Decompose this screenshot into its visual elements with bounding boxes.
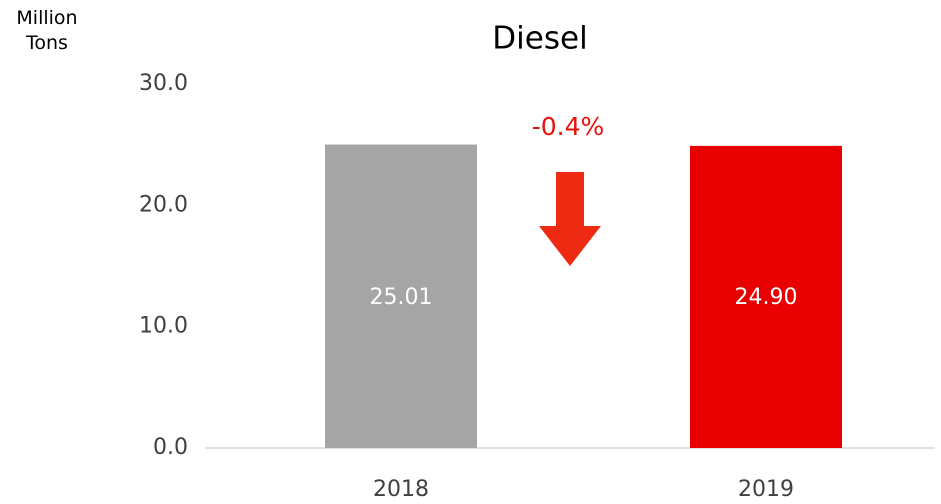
y-tick-label: 0.0 bbox=[153, 435, 188, 460]
y-tick-label: 30.0 bbox=[139, 71, 188, 96]
x-tick-label: 2018 bbox=[373, 477, 429, 502]
x-tick-label: 2019 bbox=[738, 477, 794, 502]
data-label: 25.01 bbox=[370, 285, 433, 310]
bar bbox=[325, 144, 477, 448]
y-axis-label: Million Tons bbox=[16, 7, 78, 54]
change-annotation: -0.4% bbox=[532, 112, 605, 141]
y-tick-label: 10.0 bbox=[139, 314, 188, 339]
chart-title: Diesel bbox=[492, 21, 587, 57]
y-tick-label: 20.0 bbox=[139, 192, 188, 217]
data-label: 24.90 bbox=[735, 285, 798, 310]
down-arrow bbox=[539, 172, 601, 266]
bar bbox=[690, 145, 842, 448]
